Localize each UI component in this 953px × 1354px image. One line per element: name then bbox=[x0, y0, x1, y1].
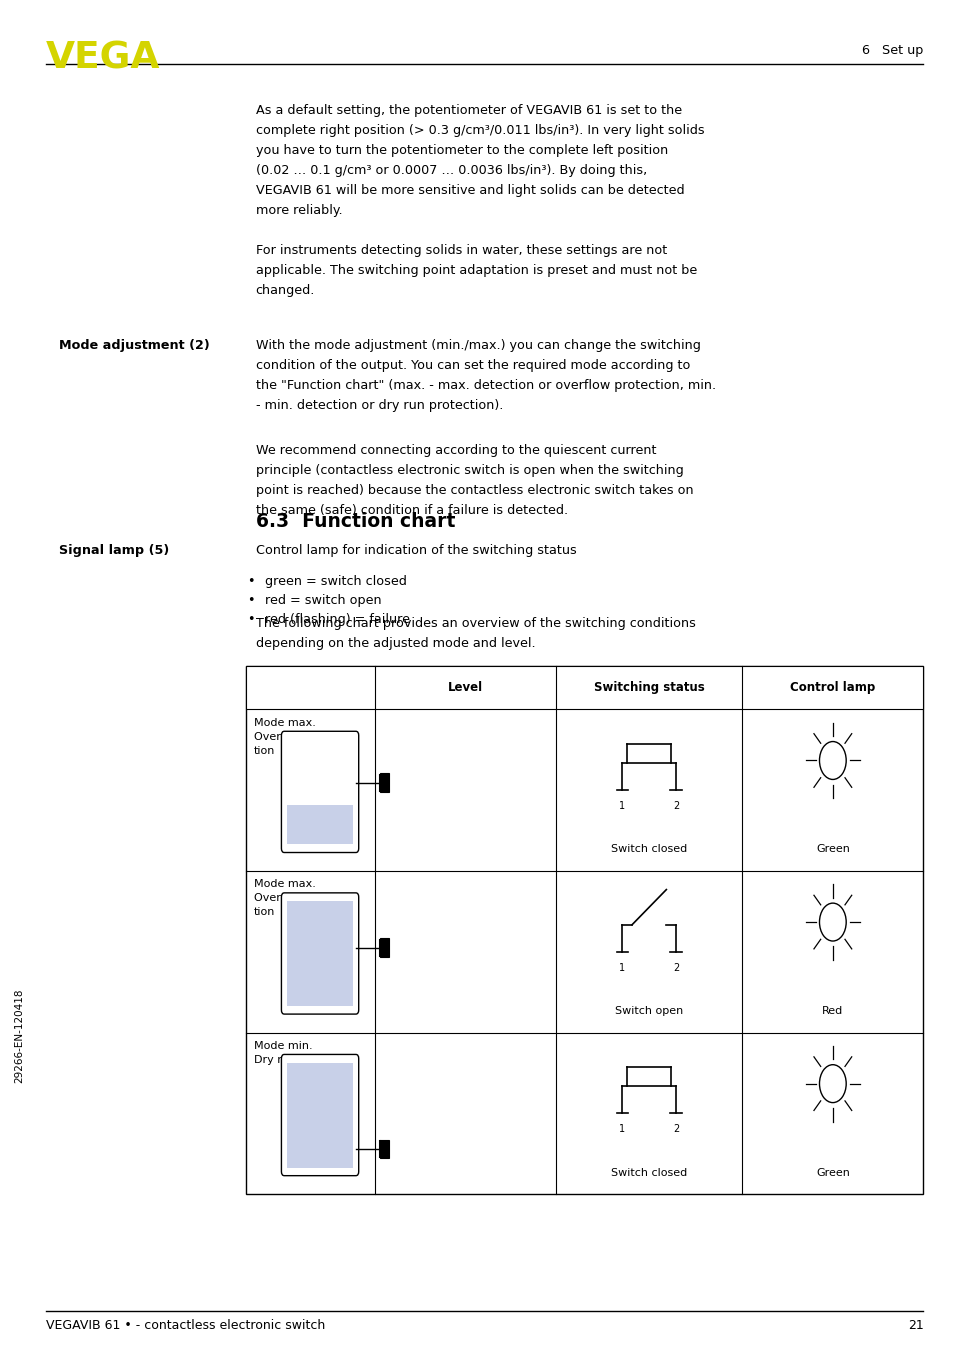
Text: red (flashing) = failure: red (flashing) = failure bbox=[265, 613, 410, 627]
Bar bbox=[379, 1140, 389, 1159]
Bar bbox=[287, 804, 353, 845]
Text: Green: Green bbox=[815, 1167, 849, 1178]
Text: Level: Level bbox=[448, 681, 482, 695]
Text: 6.3  Function chart: 6.3 Function chart bbox=[255, 512, 455, 531]
Bar bbox=[379, 773, 389, 792]
FancyBboxPatch shape bbox=[281, 1055, 358, 1175]
Text: VEGAVIB 61 will be more sensitive and light solids can be detected: VEGAVIB 61 will be more sensitive and li… bbox=[255, 184, 683, 198]
Text: Mode max.
Overflow protec-
tion: Mode max. Overflow protec- tion bbox=[253, 879, 346, 917]
Text: applicable. The switching point adaptation is preset and must not be: applicable. The switching point adaptati… bbox=[255, 264, 697, 276]
Text: Mode max.
Overflow protec-
tion: Mode max. Overflow protec- tion bbox=[253, 718, 346, 756]
Text: - min. detection or dry run protection).: - min. detection or dry run protection). bbox=[255, 398, 502, 412]
Text: depending on the adjusted mode and level.: depending on the adjusted mode and level… bbox=[255, 638, 535, 650]
Text: •: • bbox=[247, 613, 254, 627]
Text: 1: 1 bbox=[618, 802, 625, 811]
FancyBboxPatch shape bbox=[281, 892, 358, 1014]
Text: 1: 1 bbox=[618, 963, 625, 972]
Text: VEGA: VEGA bbox=[46, 41, 160, 77]
FancyBboxPatch shape bbox=[281, 731, 358, 853]
Text: 2: 2 bbox=[672, 1124, 679, 1135]
Text: •: • bbox=[247, 594, 254, 608]
Text: 2: 2 bbox=[672, 802, 679, 811]
Text: green = switch closed: green = switch closed bbox=[265, 575, 407, 589]
Text: 1: 1 bbox=[618, 1124, 625, 1135]
Text: 29266-EN-120418: 29266-EN-120418 bbox=[14, 988, 24, 1083]
Text: Mode adjustment (2): Mode adjustment (2) bbox=[59, 338, 210, 352]
Text: •: • bbox=[247, 575, 254, 589]
Text: Mode min.
Dry run protection: Mode min. Dry run protection bbox=[253, 1041, 355, 1064]
Text: Control lamp: Control lamp bbox=[789, 681, 875, 695]
Bar bbox=[287, 900, 353, 1006]
Text: 2: 2 bbox=[672, 963, 679, 972]
Bar bbox=[379, 938, 389, 957]
Text: 21: 21 bbox=[906, 1319, 923, 1332]
Text: the "Function chart" (max. - max. detection or overflow protection, min.: the "Function chart" (max. - max. detect… bbox=[255, 379, 715, 391]
Text: more reliably.: more reliably. bbox=[255, 204, 342, 218]
Text: We recommend connecting according to the quiescent current: We recommend connecting according to the… bbox=[255, 444, 656, 458]
Text: complete right position (> 0.3 g/cm³/0.011 lbs/in³). In very light solids: complete right position (> 0.3 g/cm³/0.0… bbox=[255, 125, 703, 137]
Text: Green: Green bbox=[815, 845, 849, 854]
Text: As a default setting, the potentiometer of VEGAVIB 61 is set to the: As a default setting, the potentiometer … bbox=[255, 104, 681, 118]
Text: Switch open: Switch open bbox=[615, 1006, 682, 1016]
Text: (0.02 … 0.1 g/cm³ or 0.0007 … 0.0036 lbs/in³). By doing this,: (0.02 … 0.1 g/cm³ or 0.0007 … 0.0036 lbs… bbox=[255, 164, 646, 177]
Text: condition of the output. You can set the required mode according to: condition of the output. You can set the… bbox=[255, 359, 689, 371]
Text: Switch closed: Switch closed bbox=[611, 1167, 686, 1178]
Text: changed.: changed. bbox=[255, 284, 314, 297]
Text: Red: Red bbox=[821, 1006, 842, 1016]
Text: The following chart provides an overview of the switching conditions: The following chart provides an overview… bbox=[255, 617, 695, 631]
Text: point is reached) because the contactless electronic switch takes on: point is reached) because the contactles… bbox=[255, 485, 693, 497]
Bar bbox=[246, 666, 923, 709]
Bar bbox=[246, 666, 923, 1194]
Text: With the mode adjustment (min./max.) you can change the switching: With the mode adjustment (min./max.) you… bbox=[255, 338, 700, 352]
Text: red = switch open: red = switch open bbox=[265, 594, 381, 608]
Bar bbox=[287, 1063, 353, 1167]
Text: the same (safe) condition if a failure is detected.: the same (safe) condition if a failure i… bbox=[255, 504, 567, 517]
Text: 6   Set up: 6 Set up bbox=[862, 43, 923, 57]
Text: principle (contactless electronic switch is open when the switching: principle (contactless electronic switch… bbox=[255, 464, 682, 477]
Text: Switch closed: Switch closed bbox=[611, 845, 686, 854]
Text: VEGAVIB 61 • - contactless electronic switch: VEGAVIB 61 • - contactless electronic sw… bbox=[46, 1319, 325, 1332]
Text: Control lamp for indication of the switching status: Control lamp for indication of the switc… bbox=[255, 544, 576, 558]
Text: For instruments detecting solids in water, these settings are not: For instruments detecting solids in wate… bbox=[255, 244, 666, 257]
Text: Signal lamp (5): Signal lamp (5) bbox=[59, 544, 170, 558]
Text: you have to turn the potentiometer to the complete left position: you have to turn the potentiometer to th… bbox=[255, 145, 667, 157]
Text: Switching status: Switching status bbox=[593, 681, 704, 695]
